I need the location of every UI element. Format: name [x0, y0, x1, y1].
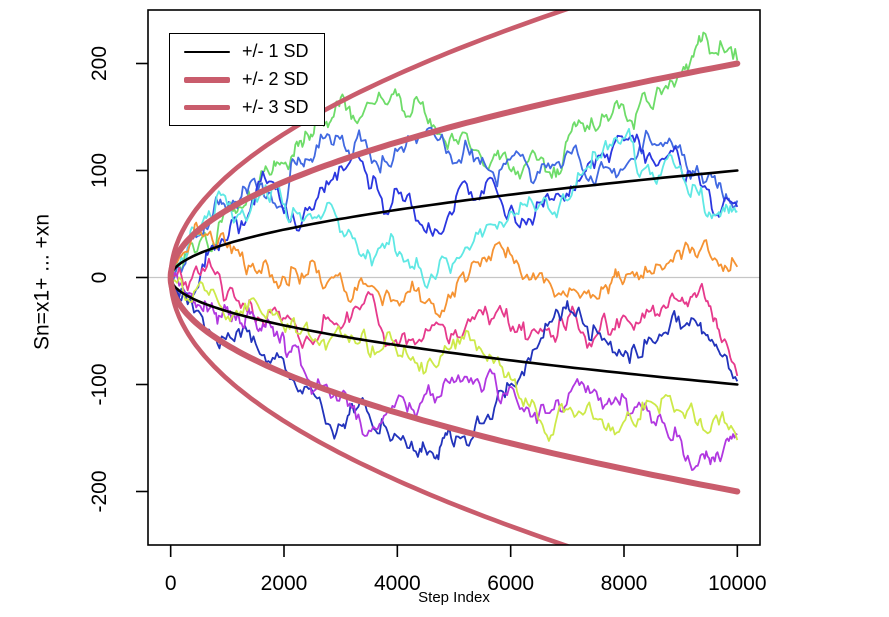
legend-line-sample-2sd — [184, 76, 230, 83]
x-tick-label-10000: 10000 — [708, 572, 766, 595]
legend-entry: +/- 2 SD — [170, 69, 324, 90]
x-tick-label-0: 0 — [165, 572, 177, 595]
x-axis-title: Step Index — [418, 589, 490, 606]
legend: +/- 1 SD +/- 2 SD +/- 3 SD — [169, 33, 325, 126]
walk-path-walk-pink — [170, 257, 739, 377]
walk-path-walk-navy — [169, 277, 739, 461]
y-axis-title: Sn=x1+ ... +xn — [30, 213, 54, 351]
walk-path-walk-royal-blue — [169, 126, 739, 283]
y-tick-label-0: 0 — [88, 272, 111, 284]
legend-label-3sd: +/- 3 SD — [242, 97, 309, 117]
envelopes-group — [167, 10, 741, 545]
envelope-path-plus-minus-3-sd — [168, 10, 572, 545]
legend-line-sample-3sd — [184, 105, 230, 110]
legend-line-sample-1sd — [184, 50, 230, 53]
x-tick-label-2000: 2000 — [261, 572, 308, 595]
walk-path-walk-purple — [170, 271, 738, 471]
y-tick-label-200: 200 — [88, 46, 111, 81]
y-tick-label--100: -100 — [88, 363, 111, 405]
axes-group: 0 2000 4000 6000 8000 10000 -200 -100 0 100 200 — [88, 46, 767, 595]
walk-path-walk-orange — [169, 221, 739, 319]
x-tick-label-4000: 4000 — [374, 572, 421, 595]
legend-label-1sd: +/- 1 SD — [242, 41, 309, 61]
x-tick-label-8000: 8000 — [601, 572, 648, 595]
legend-entry: +/- 3 SD — [170, 97, 324, 118]
walk-path-walk-cyan — [170, 127, 738, 289]
x-tick-label-6000: 6000 — [487, 572, 534, 595]
y-tick-label--200: -200 — [88, 470, 111, 512]
walk-path-walk-yellow-green — [169, 276, 739, 442]
y-tick-label-100: 100 — [88, 153, 111, 188]
legend-label-2sd: +/- 2 SD — [242, 69, 309, 89]
legend-entry: +/- 1 SD — [170, 41, 324, 62]
